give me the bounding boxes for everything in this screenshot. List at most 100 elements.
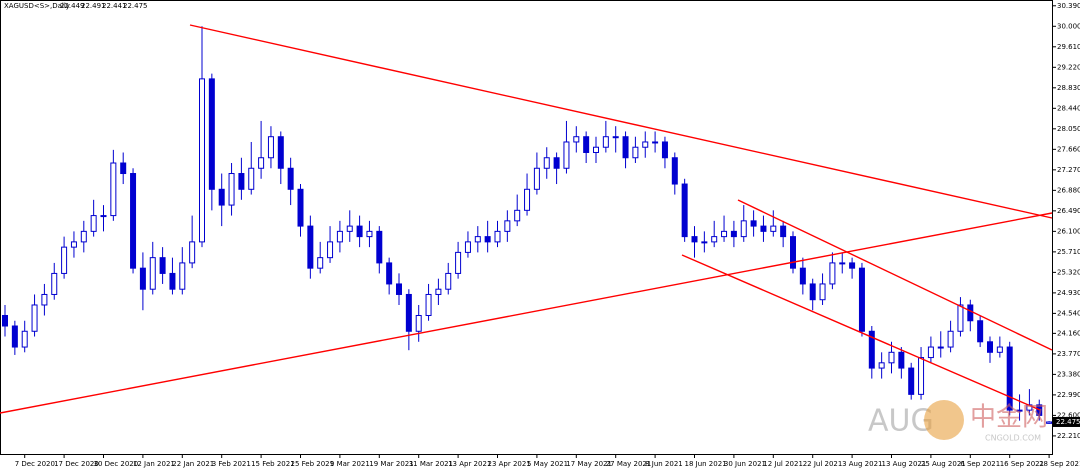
candle-body	[888, 351, 895, 364]
x-tick-label: 17 May 2021	[566, 460, 612, 468]
candle-body	[987, 341, 993, 353]
candle-body	[977, 320, 984, 343]
candle-body	[287, 167, 294, 190]
x-tick-label: 12 Jan 2021	[133, 460, 175, 468]
candle-body	[31, 304, 38, 332]
candle-body	[927, 346, 934, 359]
candle-body	[553, 157, 560, 169]
candle-body	[139, 267, 146, 290]
x-tick-label: 16 Sep 2021	[1000, 460, 1044, 468]
candle-body	[898, 351, 905, 369]
candle-body	[297, 188, 304, 227]
candle-body	[208, 78, 215, 190]
candle-body	[51, 272, 58, 295]
y-tick-label: 22.600	[1057, 411, 1080, 419]
candle-body	[317, 257, 324, 269]
candle-body	[878, 362, 885, 369]
candle-body	[455, 251, 462, 274]
header-close: 22.475	[123, 2, 148, 10]
candle-body	[721, 230, 728, 238]
x-tick-label: 15 Feb 2021	[251, 460, 295, 468]
candle-body	[189, 241, 196, 264]
y-tick-label: 28.830	[1057, 84, 1080, 92]
y-tick-label: 26.100	[1057, 227, 1080, 235]
candle-body	[307, 225, 314, 269]
candle-body	[661, 141, 668, 159]
x-tick-label: 9 Mar 2021	[330, 460, 370, 468]
candle-body	[218, 188, 225, 206]
y-tick-label: 24.160	[1057, 329, 1080, 337]
watermark-logo	[924, 400, 964, 440]
y-tick-label: 26.490	[1057, 207, 1080, 215]
y-tick-label: 30.000	[1057, 22, 1080, 30]
y-tick-label: 22.210	[1057, 432, 1080, 440]
x-tick-label: 30 Dec 2020	[94, 460, 139, 468]
y-tick-label: 24.930	[1057, 289, 1080, 297]
trend-line	[0, 212, 1053, 414]
x-tick-label: 30 Jun 2021	[724, 460, 766, 468]
candle-body	[179, 262, 186, 290]
y-tick-label: 24.540	[1057, 309, 1080, 317]
candle-body	[711, 236, 718, 243]
candle-body	[947, 330, 954, 348]
x-tick-label: 3 Feb 2021	[212, 460, 251, 468]
candle-body	[248, 167, 255, 190]
candle-body	[750, 220, 757, 227]
candle-body	[760, 225, 767, 232]
candle-body	[918, 357, 925, 395]
candle-body	[159, 257, 166, 274]
candle-body	[41, 293, 48, 306]
candle-body	[70, 241, 77, 248]
candle-body	[100, 215, 107, 218]
x-tick-label: 12 Jul 2021	[763, 460, 803, 468]
x-tick-label: 17 Dec 2020	[54, 460, 99, 468]
candle-body	[415, 314, 422, 332]
candle-body	[730, 230, 737, 238]
x-tick-label: 22 Jan 2021	[172, 460, 214, 468]
candle-body	[356, 225, 363, 238]
candle-body	[671, 157, 678, 185]
y-tick-label: 28.050	[1057, 125, 1080, 133]
candle-body	[80, 230, 87, 243]
x-tick-label: 13 Apr 2021	[448, 460, 491, 468]
candle-body	[593, 146, 599, 153]
candle-body	[829, 262, 836, 285]
candle-body	[11, 325, 18, 348]
candle-body	[1016, 409, 1023, 412]
x-tick-label: 19 Mar 2021	[369, 460, 413, 468]
candle-body	[494, 230, 501, 243]
candle-body	[799, 267, 806, 285]
header-high: 22.491	[81, 2, 106, 10]
x-tick-label: 25 Feb 2021	[291, 460, 335, 468]
candle-body	[149, 257, 156, 290]
candle-body	[514, 209, 521, 222]
y-tick-label: 29.220	[1057, 63, 1080, 71]
candle-body	[691, 236, 698, 243]
candle-body	[780, 225, 787, 238]
candle-body	[622, 136, 629, 159]
candle-body	[445, 272, 452, 290]
watermark-site: CNGOLD.COM	[985, 434, 1041, 443]
header: XAGUSD<S>,Daily 22.449 22.491 22.441 22.…	[4, 2, 148, 10]
candle-body	[130, 173, 137, 269]
candle-body	[770, 225, 777, 232]
candle-body	[583, 136, 590, 153]
candle-body	[543, 157, 550, 169]
candle-body	[120, 162, 127, 175]
candle-body	[652, 141, 659, 144]
x-tick-label: 22 Jul 2021	[803, 460, 843, 468]
price-tag	[1053, 416, 1080, 427]
y-tick-label: 26.880	[1057, 186, 1080, 194]
candle-body	[464, 241, 471, 253]
y-tick-label: 23.770	[1057, 350, 1080, 358]
candle-body	[1006, 346, 1013, 411]
candle-body	[740, 220, 747, 238]
y-tick-label: 22.990	[1057, 391, 1080, 399]
price-tag-label: 22.475	[1056, 418, 1080, 426]
candle-body	[1046, 421, 1053, 424]
candle-body	[504, 220, 511, 232]
x-tick-label: 27 May 2021	[606, 460, 652, 468]
x-tick-label: 5 May 2021	[527, 460, 568, 468]
